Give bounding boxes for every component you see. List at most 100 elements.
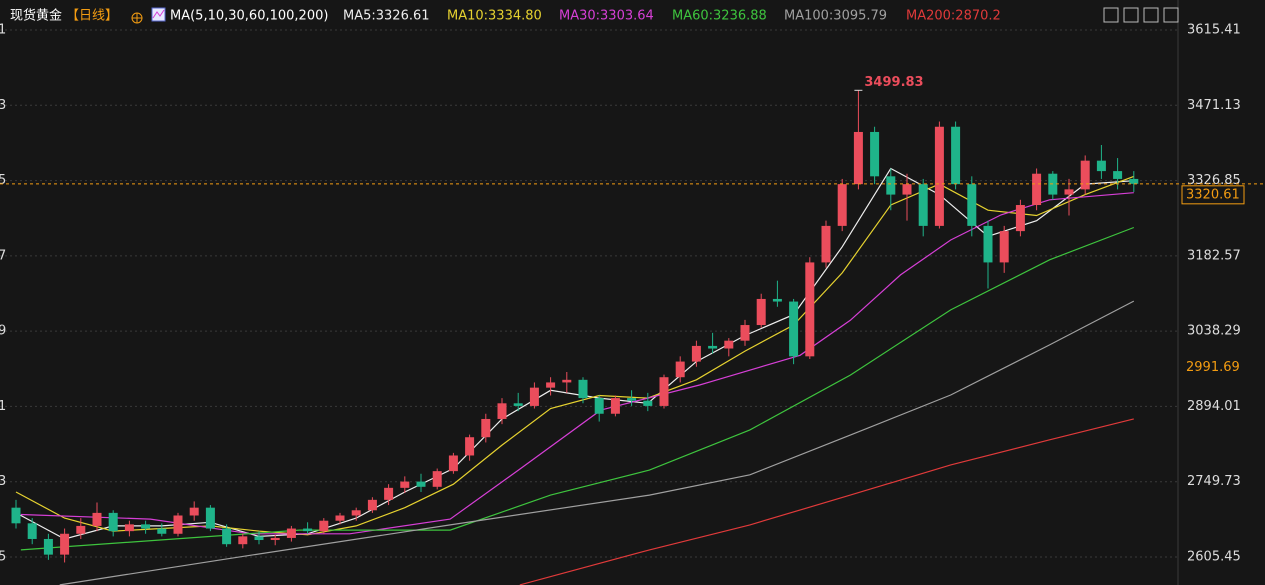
candle-body bbox=[141, 524, 151, 529]
candle-body bbox=[448, 455, 458, 472]
left-tick-label: 1 bbox=[0, 22, 6, 37]
candle-body bbox=[497, 403, 507, 419]
candle-body bbox=[1096, 160, 1106, 172]
candle-body bbox=[772, 298, 782, 302]
ma-line bbox=[59, 300, 1135, 585]
candle-body bbox=[951, 126, 961, 185]
legend-entry: MA200:2870.2 bbox=[906, 9, 1001, 24]
candle-body bbox=[934, 126, 944, 226]
candle-body bbox=[708, 345, 718, 349]
candle-body bbox=[124, 524, 134, 532]
candle-body bbox=[529, 387, 539, 406]
candle-body bbox=[886, 176, 896, 195]
candle-body bbox=[983, 225, 993, 263]
ma-icon bbox=[152, 9, 165, 19]
candle-body bbox=[416, 481, 426, 487]
candle-body bbox=[60, 533, 70, 555]
candle-body bbox=[562, 379, 572, 383]
candle-body bbox=[546, 382, 556, 388]
candle-body bbox=[432, 471, 442, 487]
candle-body bbox=[999, 231, 1009, 263]
candle-body bbox=[740, 325, 750, 341]
legend-entry: MA5:3326.61 bbox=[343, 9, 430, 24]
y-tick-label: 2749.73 bbox=[1187, 474, 1241, 489]
legend-entry: MA10:3334.80 bbox=[447, 9, 542, 24]
candle-body bbox=[319, 520, 329, 532]
chart-title: 现货黄金 bbox=[10, 8, 62, 24]
candle-body bbox=[76, 525, 86, 534]
y-tick-label: 3038.29 bbox=[1187, 324, 1241, 339]
candle-body bbox=[1080, 160, 1090, 190]
candle-body bbox=[627, 398, 637, 401]
candle-body bbox=[481, 418, 491, 438]
legend-entry: MA60:3236.88 bbox=[672, 9, 767, 24]
tool-icon[interactable] bbox=[1123, 7, 1139, 23]
candle-body bbox=[351, 510, 361, 516]
candle-body bbox=[1064, 189, 1074, 195]
candle-body bbox=[205, 507, 215, 529]
marker-price-label: 2991.69 bbox=[1186, 360, 1240, 375]
candle-body bbox=[222, 528, 232, 545]
y-tick-label: 3471.13 bbox=[1187, 98, 1241, 113]
left-tick-label: 5 bbox=[0, 550, 6, 565]
tool-icon[interactable] bbox=[1143, 7, 1159, 23]
candle-body bbox=[756, 298, 766, 326]
candle-body bbox=[270, 537, 280, 541]
candle-body bbox=[108, 512, 118, 532]
ma-line bbox=[20, 226, 1135, 551]
candle-body bbox=[643, 400, 653, 406]
y-tick-label: 2894.01 bbox=[1187, 399, 1241, 414]
candle-body bbox=[610, 398, 620, 414]
ma-title: MA(5,10,30,60,100,200) bbox=[170, 9, 328, 24]
legend-entry: MA100:3095.79 bbox=[784, 9, 887, 24]
left-tick-label: 3 bbox=[0, 474, 6, 489]
candle-body bbox=[691, 345, 701, 362]
candle-body bbox=[853, 131, 863, 185]
candle-body bbox=[724, 340, 734, 349]
y-tick-label: 2605.45 bbox=[1187, 550, 1241, 565]
candle-body bbox=[805, 262, 815, 357]
candle-body bbox=[837, 184, 847, 226]
candle-body bbox=[902, 184, 912, 195]
candle-body bbox=[594, 398, 604, 414]
legend-entry: MA30:3303.64 bbox=[559, 9, 654, 24]
last-price-label: 3320.61 bbox=[1186, 187, 1240, 202]
candle-body bbox=[465, 437, 475, 456]
candle-body bbox=[11, 507, 21, 524]
tool-icon[interactable] bbox=[1163, 7, 1179, 23]
candle-body bbox=[43, 538, 53, 555]
left-tick-label: 1 bbox=[0, 399, 6, 414]
candle-body bbox=[1129, 178, 1139, 184]
y-tick-label: 3615.41 bbox=[1187, 22, 1241, 37]
tool-icon[interactable] bbox=[1103, 7, 1119, 23]
candle-body bbox=[1015, 205, 1025, 232]
candle-body bbox=[27, 523, 37, 539]
left-tick-label: 9 bbox=[0, 324, 6, 339]
candle-body bbox=[173, 515, 183, 534]
candle-body bbox=[659, 377, 669, 406]
candle-body bbox=[303, 528, 313, 532]
candle-body bbox=[335, 515, 345, 521]
candle-body bbox=[189, 507, 199, 516]
high-label: 3499.83 bbox=[864, 75, 923, 90]
ma-line bbox=[519, 418, 1134, 585]
candle-body bbox=[1113, 171, 1123, 179]
candle-body bbox=[254, 536, 264, 541]
y-tick-label: 3182.57 bbox=[1187, 248, 1241, 263]
candle-body bbox=[286, 528, 296, 538]
toolbar bbox=[1103, 7, 1179, 23]
left-tick-label: 3 bbox=[0, 98, 6, 113]
ma-line bbox=[15, 167, 1134, 540]
candle-body bbox=[157, 528, 167, 534]
last-price-box bbox=[1181, 185, 1245, 205]
period-label[interactable]: 【日线】 bbox=[66, 9, 118, 24]
left-tick-label: 5 bbox=[0, 173, 6, 188]
candle-body bbox=[384, 487, 394, 500]
candle-body bbox=[367, 499, 377, 511]
candle-body bbox=[967, 184, 977, 226]
ma-line bbox=[20, 192, 1134, 535]
candle-body bbox=[821, 225, 831, 263]
candle-body bbox=[918, 184, 928, 226]
